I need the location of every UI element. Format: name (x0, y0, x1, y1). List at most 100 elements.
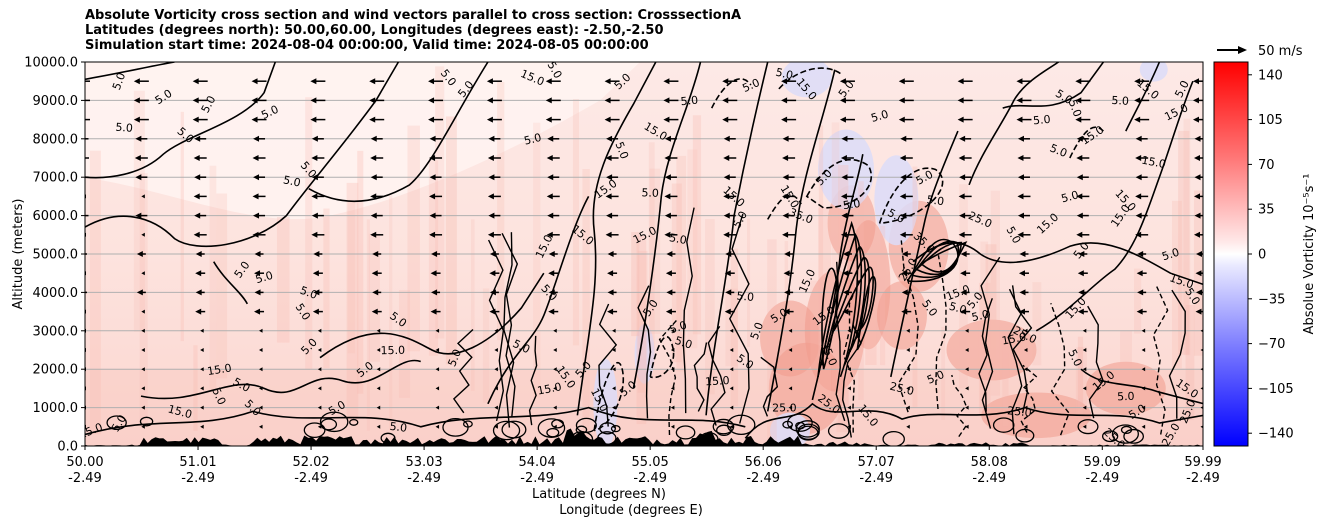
wind-vector-head (1136, 270, 1143, 277)
shade-streak (959, 184, 968, 389)
title-line-1: Absolute Vorticity cross section and win… (85, 8, 742, 23)
shade-streak (631, 232, 640, 337)
wind-vector-head (254, 308, 261, 315)
wind-vector-head (193, 193, 200, 200)
contour-label-group: 5.0 (641, 186, 659, 200)
colorbar-tick-label: 35 (1258, 203, 1275, 218)
terrain-contour-scribble (787, 413, 813, 432)
wind-vector (553, 328, 557, 333)
wind-vector-head (900, 212, 907, 219)
wind-vector-head (548, 270, 555, 277)
contour-line-negative (649, 336, 675, 379)
x-tick-label-lat: 55.05 (632, 455, 669, 470)
shade-streak (497, 81, 505, 341)
contour-label-group: 5.0 (925, 368, 946, 387)
contour-line-positive (766, 69, 836, 412)
wind-vector (494, 348, 498, 352)
wind-vector-head (546, 155, 553, 161)
title-line-3: Simulation start time: 2024-08-04 00:00:… (85, 38, 649, 53)
contour-label: 5.0 (282, 173, 302, 189)
wind-vector (1023, 328, 1028, 333)
wind-vector-head (607, 270, 614, 277)
wind-vector-head (370, 135, 377, 142)
wind-vector-head (486, 116, 493, 123)
wind-vector-head (1077, 270, 1084, 277)
contour-label-group: 5.0 (523, 131, 543, 148)
contour-label: 5.0 (842, 197, 861, 212)
terrain-contour-scribble (320, 418, 338, 431)
terrain-contour-scribble (462, 420, 473, 428)
contour-label: 5.0 (1117, 390, 1135, 404)
wind-vector (1141, 367, 1146, 372)
wind-vector (141, 309, 145, 314)
wind-vector (1200, 425, 1203, 429)
wind-vector-head (429, 193, 436, 200)
wind-vector-head (369, 116, 376, 123)
wind-vector (141, 328, 145, 333)
contour-line-positive (912, 242, 1203, 286)
wind-vector (612, 348, 616, 352)
wind-vector-head (193, 231, 200, 238)
wind-vector-head (1194, 155, 1200, 161)
wind-vector-head (429, 212, 436, 219)
contour-line-extra (637, 285, 652, 419)
wind-vector-head (607, 251, 614, 257)
wind-vector (200, 386, 204, 391)
wind-vector-head (1077, 308, 1084, 315)
y-axis: 0.0 1000.0 2000.0 3000.0 4000.0 5000.0 6000.0 7… (24, 56, 85, 455)
wind-vector-head (489, 308, 496, 315)
wind-vector-head (958, 193, 965, 200)
wind-vector (1023, 424, 1028, 429)
contour-label: 5.0 (774, 66, 794, 83)
wind-vector-head (192, 97, 199, 104)
contour-label-group: 5.0 (668, 231, 687, 247)
terrain-contour-scribble (551, 419, 565, 429)
contour-label: 5.0 (948, 300, 968, 317)
wind-vector-head (959, 174, 966, 181)
wind-vector (376, 367, 381, 372)
terrain-contour-scribble (610, 425, 621, 433)
shade-streak (533, 122, 541, 398)
wind-vector-head (663, 97, 670, 104)
wind-vector (788, 348, 793, 352)
contour-label: 5.0 (445, 347, 464, 368)
wind-vector-head (428, 116, 435, 123)
wind-vector-head (664, 155, 671, 161)
wind-vector (200, 348, 204, 352)
wind-vector-head (548, 308, 555, 315)
terrain-contour-scribble (882, 430, 905, 446)
wind-vector-head (1018, 308, 1025, 315)
wind-vector-head (547, 174, 554, 181)
contour-line-positive (576, 62, 657, 416)
contour-label-group: 5.0 (1060, 188, 1080, 205)
shade-streak (767, 239, 777, 445)
wind-vector-head (133, 116, 140, 123)
contour-label-group: 25.0 (1007, 404, 1033, 419)
contour-label: 15.0 (206, 361, 232, 378)
contour-label: 5.0 (925, 368, 946, 387)
shade-streak (276, 217, 290, 343)
shade-streak (1077, 336, 1084, 423)
wind-vector (906, 424, 910, 429)
contour-label-group: 15.0 (380, 344, 405, 357)
wind-vector-head (841, 212, 848, 219)
wind-vector-head (664, 193, 671, 200)
wind-vector (141, 194, 145, 199)
wind-vector (1200, 386, 1203, 390)
terrain-contour-scribble (492, 420, 521, 441)
contour-label: 15.0 (1001, 330, 1027, 347)
contour-label: 25.0 (772, 402, 797, 415)
wind-vector (729, 367, 734, 372)
wind-vector-head (898, 116, 905, 123)
wind-vector (1200, 367, 1203, 371)
colorbar-tick-label: −105 (1258, 382, 1294, 397)
wind-vector-head (370, 174, 377, 181)
x-tick-label-lon: -2.49 (181, 471, 215, 486)
contour-label: 15.0 (380, 344, 405, 357)
contour-label-group: 5.0 (870, 108, 890, 125)
contour-label: 25.0 (888, 380, 915, 399)
wind-vector (1023, 405, 1028, 410)
x-tick-label-lat: 58.08 (971, 455, 1008, 470)
terrain-contour-scribble (699, 432, 719, 446)
shade-streak (912, 166, 918, 408)
